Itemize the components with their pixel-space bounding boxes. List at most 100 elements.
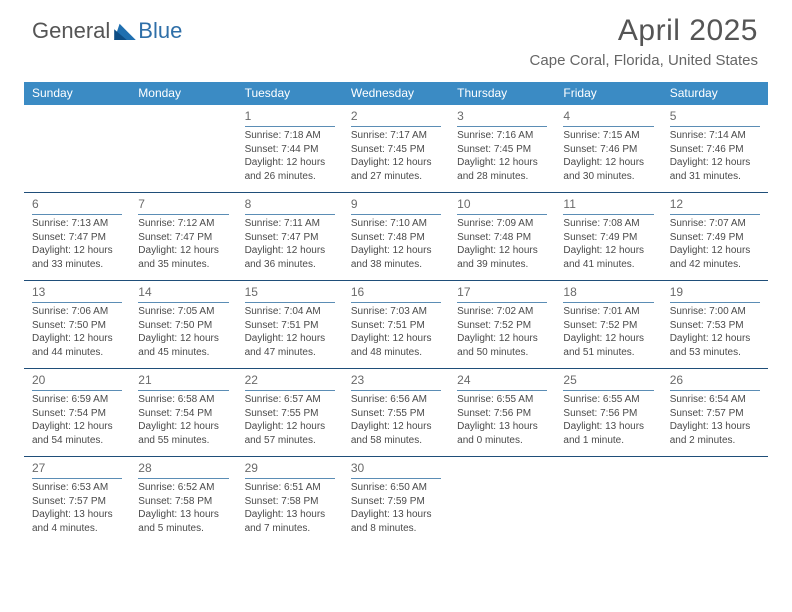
calendar-cell: 18Sunrise: 7:01 AMSunset: 7:52 PMDayligh… (555, 281, 661, 368)
calendar-cell: 6Sunrise: 7:13 AMSunset: 7:47 PMDaylight… (24, 193, 130, 280)
cell-sunset: Sunset: 7:47 PM (32, 231, 122, 245)
cell-daylight1: Daylight: 12 hours (670, 244, 760, 258)
cell-daylight1: Daylight: 12 hours (138, 420, 228, 434)
cell-daylight2: and 8 minutes. (351, 522, 441, 536)
cell-sunset: Sunset: 7:47 PM (138, 231, 228, 245)
calendar-cell: 19Sunrise: 7:00 AMSunset: 7:53 PMDayligh… (662, 281, 768, 368)
cell-sunrise: Sunrise: 7:16 AM (457, 129, 547, 143)
cell-sunrise: Sunrise: 7:06 AM (32, 305, 122, 319)
cell-daylight2: and 1 minute. (563, 434, 653, 448)
day-number: 6 (32, 196, 122, 215)
cell-sunset: Sunset: 7:50 PM (32, 319, 122, 333)
cell-daylight1: Daylight: 13 hours (351, 508, 441, 522)
day-number: 30 (351, 460, 441, 479)
cell-daylight1: Daylight: 13 hours (32, 508, 122, 522)
cell-sunrise: Sunrise: 6:50 AM (351, 481, 441, 495)
cell-daylight1: Daylight: 12 hours (351, 244, 441, 258)
calendar-cell: 17Sunrise: 7:02 AMSunset: 7:52 PMDayligh… (449, 281, 555, 368)
cell-sunset: Sunset: 7:49 PM (670, 231, 760, 245)
weeks-container: 001Sunrise: 7:18 AMSunset: 7:44 PMDaylig… (24, 105, 768, 544)
cell-daylight1: Daylight: 12 hours (32, 244, 122, 258)
calendar-cell: 8Sunrise: 7:11 AMSunset: 7:47 PMDaylight… (237, 193, 343, 280)
cell-daylight2: and 7 minutes. (245, 522, 335, 536)
cell-sunset: Sunset: 7:59 PM (351, 495, 441, 509)
cell-daylight2: and 35 minutes. (138, 258, 228, 272)
cell-sunset: Sunset: 7:46 PM (563, 143, 653, 157)
cell-sunrise: Sunrise: 7:18 AM (245, 129, 335, 143)
logo-mark-icon (114, 22, 136, 40)
cell-sunset: Sunset: 7:57 PM (670, 407, 760, 421)
calendar-cell: 15Sunrise: 7:04 AMSunset: 7:51 PMDayligh… (237, 281, 343, 368)
cell-daylight2: and 28 minutes. (457, 170, 547, 184)
cell-daylight2: and 41 minutes. (563, 258, 653, 272)
cell-daylight1: Daylight: 12 hours (457, 332, 547, 346)
calendar-cell: 4Sunrise: 7:15 AMSunset: 7:46 PMDaylight… (555, 105, 661, 192)
day-header: Saturday (662, 82, 768, 105)
calendar-cell: 11Sunrise: 7:08 AMSunset: 7:49 PMDayligh… (555, 193, 661, 280)
cell-daylight1: Daylight: 13 hours (457, 420, 547, 434)
calendar-cell: 9Sunrise: 7:10 AMSunset: 7:48 PMDaylight… (343, 193, 449, 280)
cell-sunrise: Sunrise: 7:04 AM (245, 305, 335, 319)
calendar-cell: 27Sunrise: 6:53 AMSunset: 7:57 PMDayligh… (24, 457, 130, 544)
cell-daylight2: and 38 minutes. (351, 258, 441, 272)
day-number: 17 (457, 284, 547, 303)
day-number: 25 (563, 372, 653, 391)
calendar-cell: 3Sunrise: 7:16 AMSunset: 7:45 PMDaylight… (449, 105, 555, 192)
calendar-cell: 13Sunrise: 7:06 AMSunset: 7:50 PMDayligh… (24, 281, 130, 368)
cell-daylight1: Daylight: 12 hours (138, 244, 228, 258)
cell-daylight1: Daylight: 12 hours (670, 332, 760, 346)
cell-sunrise: Sunrise: 7:08 AM (563, 217, 653, 231)
day-number: 14 (138, 284, 228, 303)
cell-daylight2: and 26 minutes. (245, 170, 335, 184)
cell-daylight2: and 2 minutes. (670, 434, 760, 448)
day-number: 21 (138, 372, 228, 391)
cell-daylight1: Daylight: 12 hours (245, 420, 335, 434)
cell-sunset: Sunset: 7:47 PM (245, 231, 335, 245)
cell-sunset: Sunset: 7:53 PM (670, 319, 760, 333)
cell-sunrise: Sunrise: 7:10 AM (351, 217, 441, 231)
calendar: Sunday Monday Tuesday Wednesday Thursday… (24, 82, 768, 544)
cell-sunset: Sunset: 7:45 PM (351, 143, 441, 157)
day-header: Monday (130, 82, 236, 105)
calendar-cell: 24Sunrise: 6:55 AMSunset: 7:56 PMDayligh… (449, 369, 555, 456)
calendar-cell-empty: 0 (449, 457, 555, 544)
cell-daylight1: Daylight: 12 hours (245, 244, 335, 258)
cell-sunrise: Sunrise: 6:55 AM (457, 393, 547, 407)
day-number: 11 (563, 196, 653, 215)
cell-sunset: Sunset: 7:46 PM (670, 143, 760, 157)
cell-sunrise: Sunrise: 7:11 AM (245, 217, 335, 231)
cell-daylight1: Daylight: 13 hours (245, 508, 335, 522)
day-number: 16 (351, 284, 441, 303)
calendar-cell-empty: 0 (555, 457, 661, 544)
cell-sunset: Sunset: 7:50 PM (138, 319, 228, 333)
cell-sunset: Sunset: 7:55 PM (245, 407, 335, 421)
day-number: 15 (245, 284, 335, 303)
cell-sunset: Sunset: 7:44 PM (245, 143, 335, 157)
cell-daylight2: and 45 minutes. (138, 346, 228, 360)
cell-daylight1: Daylight: 12 hours (457, 156, 547, 170)
cell-daylight2: and 51 minutes. (563, 346, 653, 360)
day-number: 20 (32, 372, 122, 391)
cell-daylight1: Daylight: 12 hours (245, 156, 335, 170)
cell-daylight1: Daylight: 13 hours (670, 420, 760, 434)
calendar-cell: 1 Sunrise: 7:18 AMSunset: 7:44 PMDaylight… (237, 105, 343, 192)
day-number: 23 (351, 372, 441, 391)
day-number: 18 (563, 284, 653, 303)
cell-daylight2: and 0 minutes. (457, 434, 547, 448)
cell-sunrise: Sunrise: 7:15 AM (563, 129, 653, 143)
calendar-cell: 29Sunrise: 6:51 AMSunset: 7:58 PMDayligh… (237, 457, 343, 544)
cell-sunrise: Sunrise: 7:05 AM (138, 305, 228, 319)
calendar-cell: 25Sunrise: 6:55 AMSunset: 7:56 PMDayligh… (555, 369, 661, 456)
day-number: 10 (457, 196, 547, 215)
day-header: Tuesday (237, 82, 343, 105)
week-row: 6Sunrise: 7:13 AMSunset: 7:47 PMDaylight… (24, 192, 768, 280)
cell-daylight1: Daylight: 13 hours (138, 508, 228, 522)
cell-daylight2: and 27 minutes. (351, 170, 441, 184)
logo-text-b: Blue (138, 18, 182, 44)
cell-sunrise: Sunrise: 7:09 AM (457, 217, 547, 231)
calendar-cell-empty: 0 (130, 105, 236, 192)
day-number: 1 (245, 108, 335, 127)
cell-sunrise: Sunrise: 6:54 AM (670, 393, 760, 407)
cell-sunrise: Sunrise: 6:51 AM (245, 481, 335, 495)
logo: General Blue (32, 18, 182, 44)
